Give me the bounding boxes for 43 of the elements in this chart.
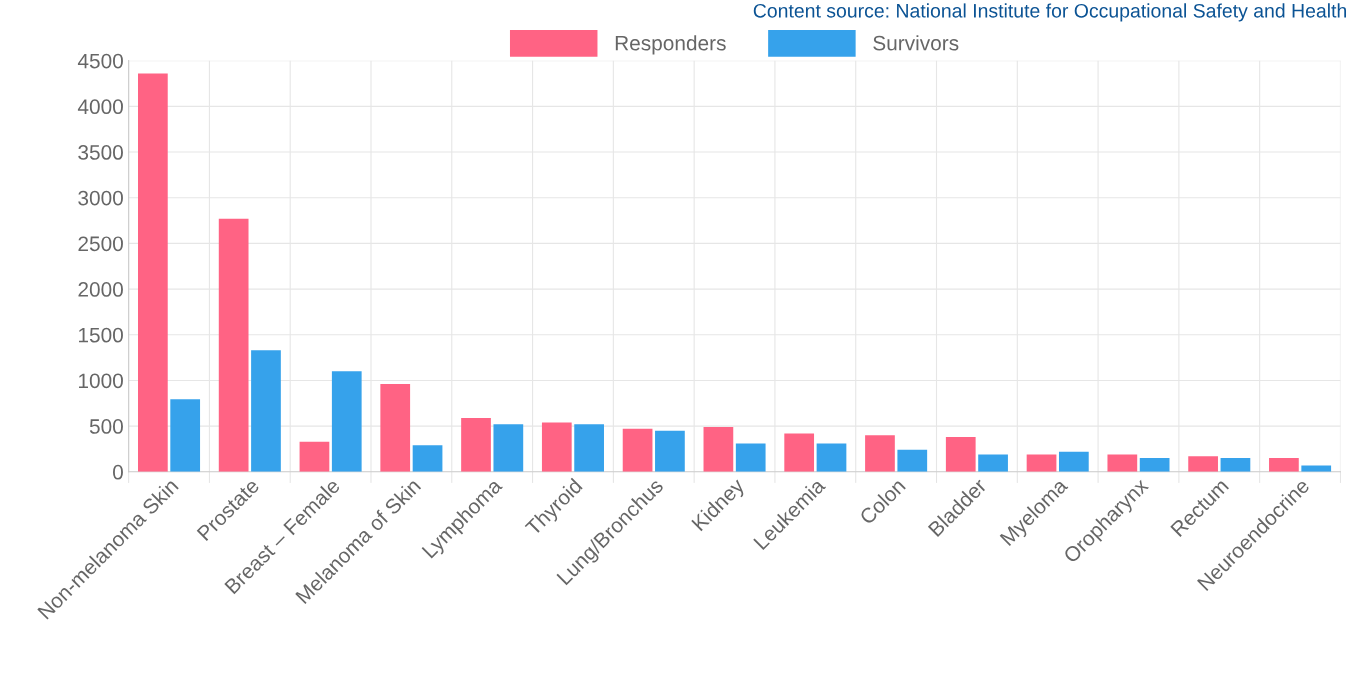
- bar: [331, 371, 362, 472]
- y-tick-label: 500: [89, 419, 123, 434]
- bar: [816, 443, 847, 472]
- bar: [299, 441, 330, 472]
- bar: [1220, 458, 1251, 472]
- y-tick-label: 4500: [77, 53, 123, 69]
- bar: [655, 430, 685, 472]
- bar: [493, 424, 524, 472]
- bar: [1026, 454, 1057, 472]
- bar: [380, 384, 411, 472]
- y-tick-label: 3000: [78, 190, 123, 206]
- bar: [574, 424, 604, 472]
- bar: [218, 218, 249, 472]
- legend-label: Responders: [615, 35, 726, 55]
- y-tick-label: 3500: [78, 145, 123, 160]
- bar: [412, 445, 443, 472]
- bar: [1058, 451, 1089, 472]
- bar: [784, 433, 815, 472]
- bar: [1269, 458, 1299, 472]
- y-tick-label: 4000: [77, 99, 123, 115]
- bar: [978, 454, 1008, 472]
- bar: [1301, 465, 1332, 472]
- y-tick-label: 1000: [79, 373, 123, 389]
- bar: [251, 350, 281, 472]
- bar: [945, 437, 976, 472]
- bar: [1139, 458, 1170, 472]
- y-tick-label: 2000: [78, 282, 123, 297]
- bar: [138, 73, 168, 472]
- bar: [541, 422, 572, 472]
- bar: [461, 417, 491, 472]
- bar: [703, 427, 734, 472]
- bar: [897, 449, 928, 472]
- bar: [170, 399, 201, 472]
- bar: [735, 443, 766, 472]
- y-tick-label: 0: [113, 464, 123, 480]
- text: Content source: National Institute for Occupational Safety and Health: [753, 3, 1347, 22]
- y-tick-label: 2500: [78, 236, 123, 252]
- legend-label: Survivors: [873, 35, 959, 51]
- bar: [1188, 456, 1218, 472]
- bar: [1107, 454, 1138, 472]
- y-tick-label: 1500: [79, 327, 123, 343]
- bar: [622, 428, 653, 472]
- bar: [865, 435, 895, 472]
